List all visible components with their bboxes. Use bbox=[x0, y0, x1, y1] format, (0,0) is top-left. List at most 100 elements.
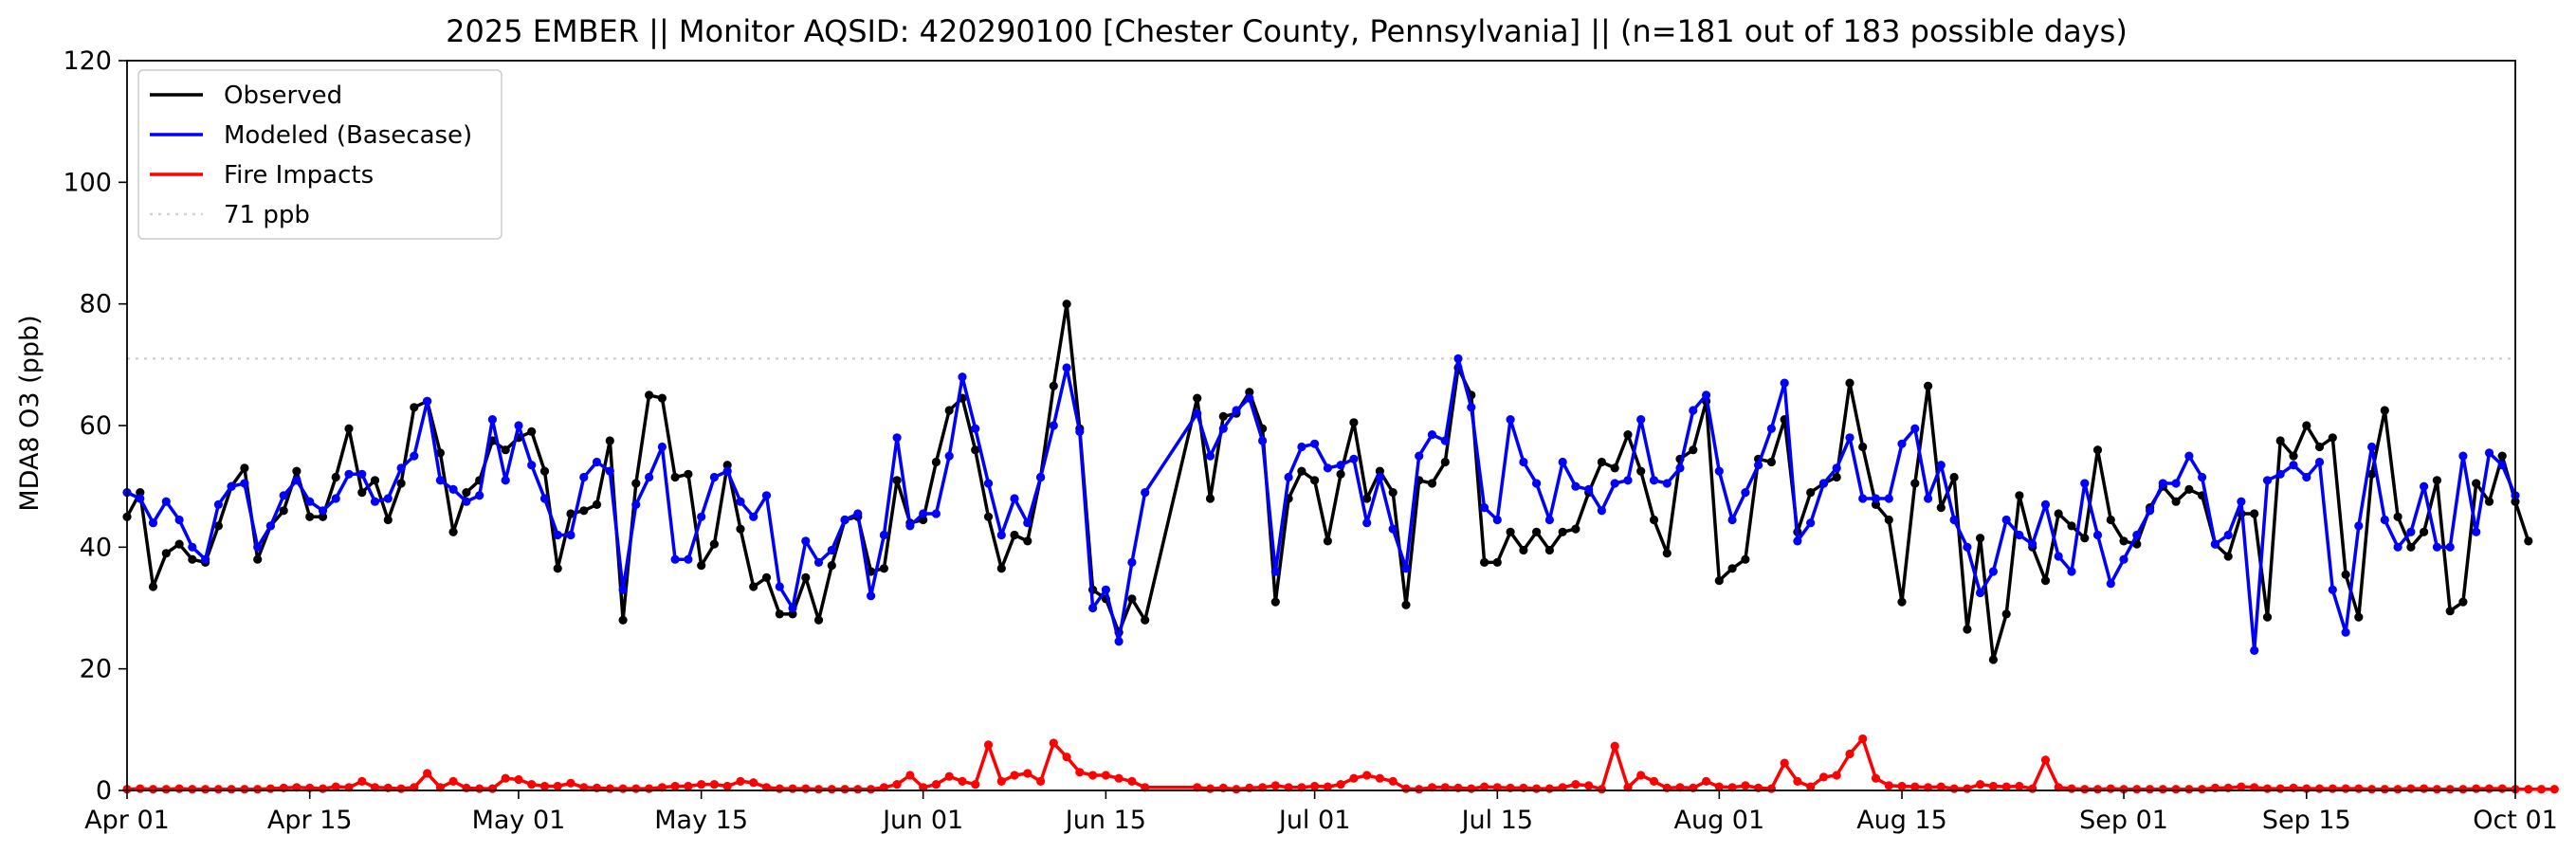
data-point bbox=[1049, 738, 1058, 748]
data-point bbox=[775, 582, 784, 591]
data-point bbox=[1506, 527, 1515, 536]
data-point bbox=[1506, 415, 1515, 425]
data-point bbox=[174, 515, 184, 525]
data-point bbox=[1949, 472, 1959, 482]
data-point bbox=[1362, 771, 1372, 780]
data-point bbox=[1988, 781, 1998, 791]
data-point bbox=[1649, 476, 1659, 485]
data-point bbox=[1519, 545, 1528, 555]
data-point bbox=[501, 773, 510, 783]
data-point bbox=[892, 476, 902, 485]
data-point bbox=[1270, 781, 1280, 790]
data-point bbox=[2406, 527, 2416, 536]
data-point bbox=[801, 536, 811, 546]
data-point bbox=[1702, 390, 1711, 400]
data-point bbox=[448, 527, 458, 536]
data-point bbox=[331, 494, 340, 503]
data-point bbox=[1440, 457, 1450, 467]
data-point bbox=[892, 780, 902, 789]
data-point bbox=[487, 415, 498, 425]
data-point bbox=[201, 785, 210, 794]
data-point bbox=[1323, 536, 1332, 546]
data-point bbox=[1232, 785, 1241, 794]
data-point bbox=[879, 564, 889, 573]
data-point bbox=[892, 433, 902, 443]
y-axis-label: MDA8 O3 (ppb) bbox=[15, 315, 45, 511]
legend-label: 71 ppb bbox=[224, 201, 310, 229]
data-point bbox=[775, 784, 784, 793]
data-point bbox=[670, 554, 680, 564]
data-point bbox=[853, 785, 863, 794]
data-point bbox=[410, 451, 419, 461]
data-point bbox=[213, 499, 223, 510]
x-tick-label: Aug 15 bbox=[1856, 806, 1947, 835]
data-point bbox=[2262, 612, 2273, 622]
data-point bbox=[827, 561, 836, 571]
data-point bbox=[1415, 785, 1424, 794]
data-point bbox=[1023, 769, 1032, 778]
data-point bbox=[1127, 776, 1137, 787]
data-point bbox=[788, 784, 797, 793]
data-point bbox=[2445, 607, 2455, 616]
data-point bbox=[736, 776, 745, 787]
data-point bbox=[410, 403, 419, 412]
data-point bbox=[1897, 781, 1907, 791]
data-point bbox=[1597, 457, 1606, 467]
data-point bbox=[670, 781, 680, 791]
data-point bbox=[1636, 415, 1646, 425]
data-point bbox=[1062, 363, 1071, 372]
data-point bbox=[1375, 466, 1384, 476]
data-point bbox=[1336, 461, 1345, 470]
data-point bbox=[1858, 442, 1868, 452]
data-point bbox=[161, 549, 171, 558]
data-point bbox=[983, 512, 994, 521]
data-point bbox=[553, 781, 562, 791]
data-point bbox=[475, 491, 484, 500]
data-point bbox=[1780, 758, 1789, 768]
data-point bbox=[2472, 784, 2481, 793]
data-point bbox=[1218, 411, 1228, 421]
data-point bbox=[2015, 781, 2024, 791]
data-point bbox=[2171, 497, 2181, 506]
data-point bbox=[645, 784, 654, 793]
data-point bbox=[1205, 451, 1215, 461]
data-point bbox=[1884, 781, 1893, 790]
data-point bbox=[722, 781, 732, 791]
data-point bbox=[1845, 378, 1854, 388]
data-point bbox=[2184, 451, 2194, 461]
data-point bbox=[1858, 734, 1868, 744]
data-point bbox=[2302, 472, 2311, 482]
data-point bbox=[1245, 388, 1254, 397]
data-point bbox=[1766, 784, 1776, 793]
data-point bbox=[684, 554, 693, 564]
data-point bbox=[566, 530, 575, 540]
data-point bbox=[2158, 479, 2167, 488]
data-point bbox=[697, 561, 706, 571]
data-point bbox=[840, 785, 850, 794]
data-point bbox=[788, 609, 797, 619]
data-point bbox=[592, 499, 602, 510]
data-point bbox=[1584, 484, 1594, 494]
data-point bbox=[240, 785, 249, 794]
data-point bbox=[1963, 625, 1972, 634]
data-point bbox=[971, 424, 980, 433]
data-point bbox=[2040, 499, 2051, 510]
data-point bbox=[331, 782, 340, 791]
data-point bbox=[840, 515, 850, 525]
data-point bbox=[867, 591, 876, 601]
data-point bbox=[1662, 549, 1672, 558]
data-point bbox=[2040, 576, 2051, 586]
data-point bbox=[1453, 354, 1463, 363]
data-point bbox=[761, 491, 772, 500]
data-point bbox=[2524, 536, 2533, 546]
x-tick-label: Oct 01 bbox=[2473, 806, 2558, 835]
data-point bbox=[1480, 503, 1489, 513]
legend-label: Observed bbox=[224, 82, 342, 110]
data-point bbox=[2472, 527, 2481, 536]
chart-title: 2025 EMBER || Monitor AQSID: 420290100 [… bbox=[446, 13, 2128, 49]
data-point bbox=[1623, 476, 1633, 485]
data-point bbox=[867, 785, 876, 794]
data-point bbox=[1401, 600, 1411, 609]
data-point bbox=[1963, 542, 1972, 552]
data-point bbox=[265, 521, 275, 531]
